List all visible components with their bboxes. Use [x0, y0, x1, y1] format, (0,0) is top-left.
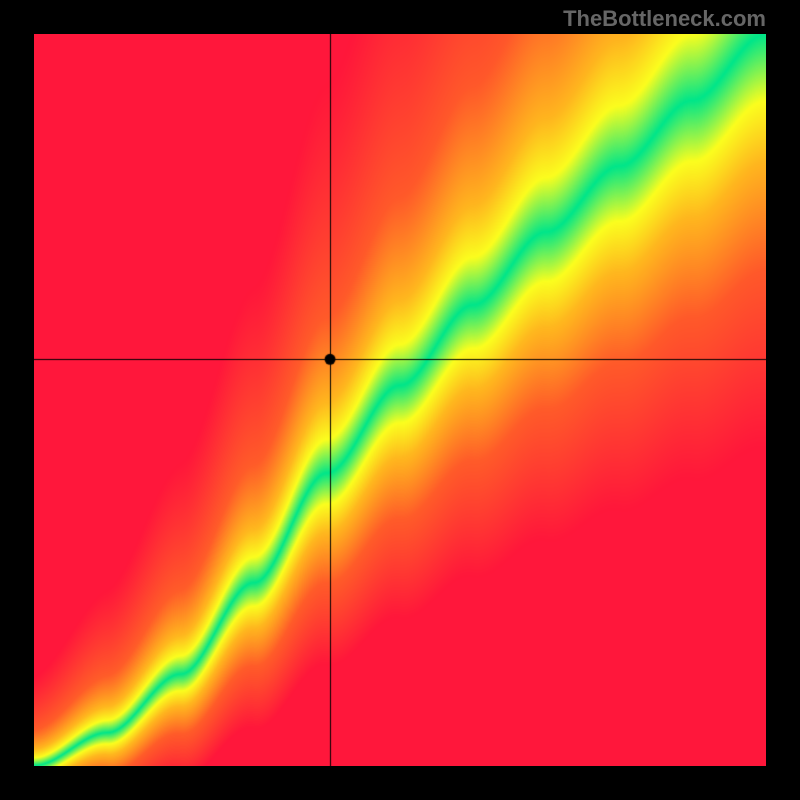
watermark-text: TheBottleneck.com — [563, 6, 766, 32]
bottleneck-heatmap — [34, 34, 766, 766]
chart-container: TheBottleneck.com — [0, 0, 800, 800]
